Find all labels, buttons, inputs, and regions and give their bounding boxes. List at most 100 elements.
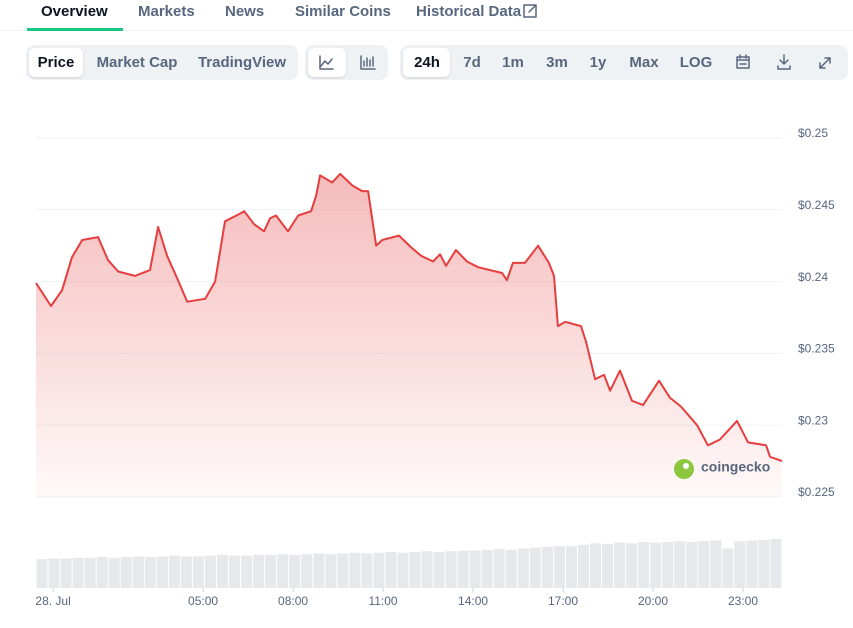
volume-bar	[602, 544, 614, 588]
volume-bar	[96, 557, 108, 588]
view-button[interactable]: Price	[38, 54, 75, 71]
view-button[interactable]: Market Cap	[97, 54, 178, 71]
x-tick-label: 23:00	[728, 594, 758, 608]
tab[interactable]: News	[225, 3, 264, 20]
volume-bar	[698, 541, 710, 588]
x-tick-label: 11:00	[368, 594, 397, 608]
volume-bar	[770, 539, 782, 588]
volume-bar	[337, 553, 349, 588]
y-tick-label: $0.235	[798, 342, 835, 356]
volume-bar	[349, 552, 361, 588]
volume-bar	[361, 553, 373, 588]
y-tick-label: $0.245	[798, 198, 835, 212]
volume-bar	[481, 549, 493, 588]
volume-bar	[493, 549, 505, 588]
volume-bar	[277, 554, 289, 588]
volume-bar	[108, 557, 120, 588]
volume-bar	[409, 552, 421, 588]
volume-bar	[180, 556, 192, 588]
view-button[interactable]: TradingView	[198, 54, 286, 71]
volume-bar	[144, 557, 156, 588]
volume-bar	[373, 552, 385, 588]
volume-bar	[36, 559, 48, 588]
volume-bar	[265, 554, 277, 588]
volume-bar	[60, 558, 72, 588]
volume-bar	[517, 548, 529, 588]
tab[interactable]: Similar Coins	[295, 3, 391, 20]
volume-bar	[469, 550, 481, 588]
x-tick-label: 05:00	[188, 594, 218, 608]
volume-bar	[674, 541, 686, 588]
active-range	[403, 48, 450, 77]
volume-bar	[253, 554, 265, 588]
volume-bar	[192, 556, 204, 588]
volume-bar	[710, 540, 722, 588]
volume-bar	[553, 546, 565, 588]
tab[interactable]: Historical Data	[416, 3, 522, 20]
volume-bar	[650, 542, 662, 588]
x-tick-label: 14:00	[458, 594, 488, 608]
volume-bar	[156, 556, 168, 588]
calendar-icon[interactable]	[736, 54, 750, 69]
range-button[interactable]: Max	[629, 54, 659, 71]
y-tick-label: $0.225	[798, 485, 835, 499]
x-tick-label: 20:00	[638, 594, 668, 608]
volume-bar	[120, 557, 132, 588]
logo-eye	[683, 463, 689, 469]
line-chart-icon[interactable]	[319, 55, 334, 70]
volume-bar	[204, 555, 216, 588]
volume-bar	[433, 552, 445, 588]
range-group	[400, 45, 848, 80]
tab[interactable]: Overview	[41, 3, 108, 20]
external-link-icon[interactable]	[523, 4, 537, 18]
range-button[interactable]: 7d	[463, 54, 481, 71]
y-tick-label: $0.24	[798, 270, 828, 284]
volume-bar	[132, 556, 144, 588]
volume-bar	[72, 557, 84, 588]
range-button[interactable]: 3m	[546, 54, 568, 71]
volume-bar	[662, 541, 674, 588]
range-button[interactable]: LOG	[680, 54, 713, 71]
volume-bar	[84, 557, 96, 588]
range-button[interactable]: 24h	[414, 54, 440, 71]
tab[interactable]: Markets	[138, 3, 195, 20]
volume-bar	[746, 540, 758, 588]
tab-indicator	[27, 28, 123, 31]
volume-bar	[505, 549, 517, 588]
volume-bar	[722, 548, 734, 588]
price-area	[36, 173, 782, 497]
download-icon[interactable]	[777, 54, 791, 70]
volume-bar	[48, 558, 60, 588]
x-tick-label: 08:00	[278, 594, 308, 608]
volume-bar	[241, 555, 253, 588]
volume-bar	[686, 541, 698, 588]
logo-icon	[674, 459, 694, 479]
range-button[interactable]: 1y	[590, 54, 607, 71]
watermark: coingecko	[701, 459, 770, 475]
volume-bar	[758, 539, 770, 588]
view-group	[26, 45, 298, 80]
volume-bar	[626, 543, 638, 588]
volume-bar	[325, 554, 337, 588]
volume-bar	[289, 554, 301, 588]
candle-icon[interactable]	[360, 55, 376, 70]
volume-bar	[397, 552, 409, 588]
volume-bar	[385, 552, 397, 588]
volume-bar	[168, 555, 180, 588]
volume-bar	[445, 551, 457, 588]
x-tick-label: 28. Jul	[35, 594, 70, 608]
volume-bar	[577, 544, 589, 588]
y-tick-label: $0.25	[798, 126, 828, 140]
x-tick-label: 17:00	[548, 594, 578, 608]
volume-bar	[614, 542, 626, 588]
volume-bar	[229, 555, 241, 588]
volume-bar	[589, 543, 602, 588]
expand-icon[interactable]	[819, 57, 831, 69]
volume-bar	[313, 553, 325, 588]
active-view	[29, 48, 83, 77]
volume-bar	[541, 546, 553, 588]
volume-bar	[734, 541, 746, 588]
range-button[interactable]: 1m	[502, 54, 524, 71]
